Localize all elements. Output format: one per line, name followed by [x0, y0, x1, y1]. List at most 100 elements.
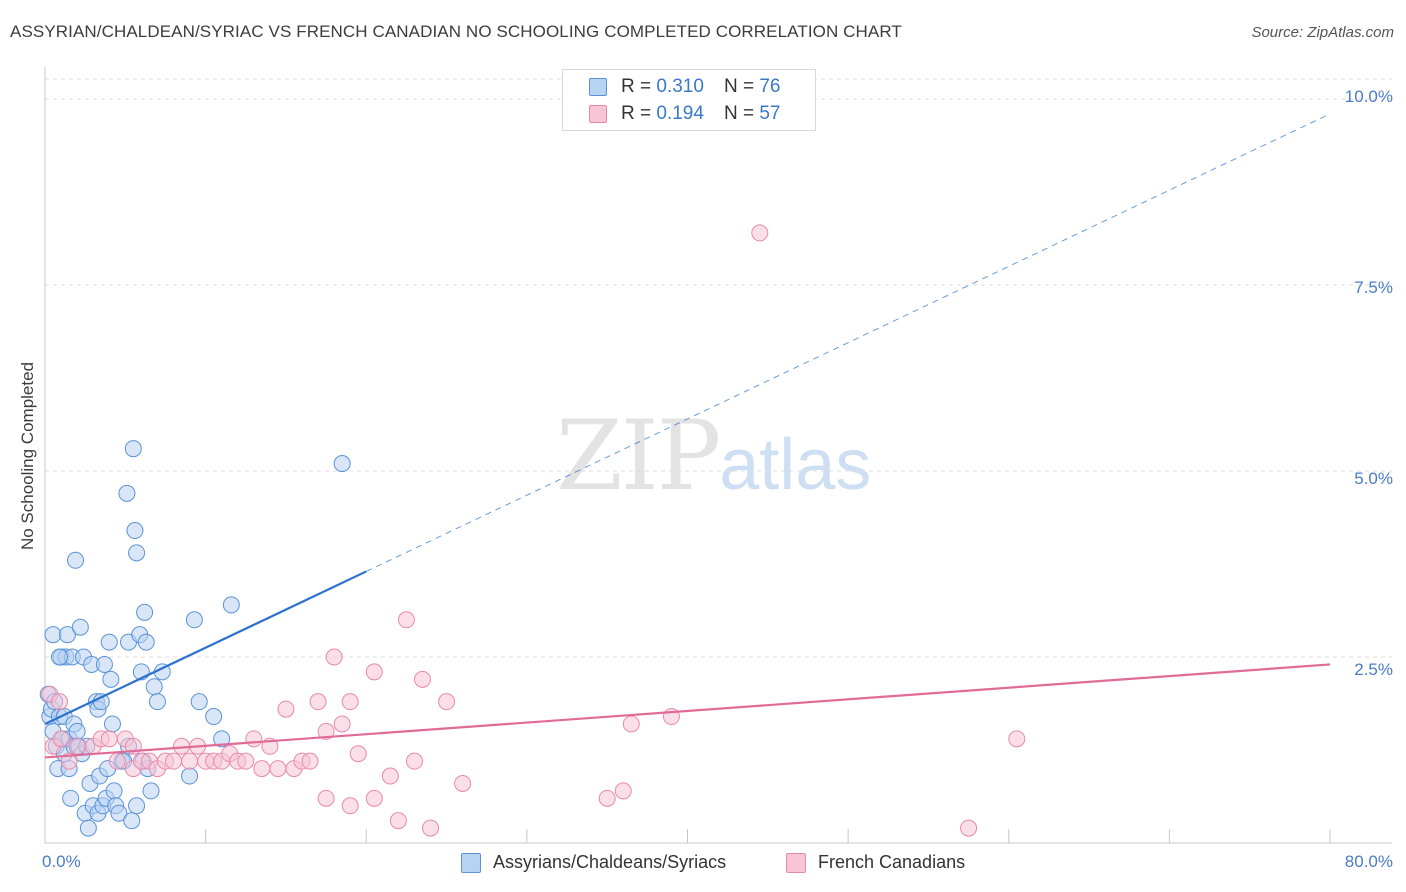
y-axis-title: No Schooling Completed — [18, 361, 37, 551]
assyrian-point — [181, 767, 199, 785]
pink-swatch — [786, 852, 806, 873]
assyrian-point — [67, 551, 85, 569]
x-tick-label: 0.0% — [42, 852, 81, 871]
assyrian-point — [124, 440, 142, 458]
r-label: R = — [621, 103, 652, 124]
legend-row-french-canadian: R = 0.194 N = 57 — [589, 101, 780, 127]
french-canadian-point — [438, 693, 456, 711]
assyrian-point — [103, 715, 121, 733]
french-canadian-point — [341, 797, 359, 815]
assyrian-trend-line — [44, 570, 367, 725]
assyrian-point — [92, 693, 110, 711]
french-canadian-point — [317, 789, 335, 807]
n-value: 76 — [759, 76, 781, 97]
r-value: 0.310 — [656, 76, 704, 97]
french-canadian-trend-line — [44, 663, 1331, 759]
assyrian-point — [102, 670, 120, 688]
french-canadian-point — [598, 789, 616, 807]
legend-row-assyrian: R = 0.310 N = 76 — [589, 74, 780, 100]
french-canadian-point — [277, 700, 295, 718]
source-label: Source: ZipAtlas.com — [1251, 24, 1394, 41]
n-label: N = — [723, 76, 755, 97]
assyrian-point — [185, 611, 203, 629]
series-legend-assyrian: Assyrians/Chaldeans/Syriacs — [461, 852, 726, 873]
n-label: N = — [723, 103, 755, 124]
french-canadian-point — [309, 693, 327, 711]
assyrian-point — [58, 626, 76, 644]
x-tick-label: 80.0% — [1344, 852, 1393, 871]
french-canadian-point — [181, 752, 199, 770]
french-canadian-point — [397, 611, 415, 629]
assyrian-point — [148, 693, 166, 711]
assyrian-point — [205, 708, 223, 726]
assyrian-point — [190, 693, 208, 711]
assyrian-point — [100, 633, 118, 651]
french-canadian-point — [1008, 730, 1026, 748]
assyrian-point — [128, 797, 146, 815]
french-canadian-point — [422, 819, 439, 837]
series-legend-label: French Canadians — [818, 852, 966, 872]
assyrian-point — [213, 730, 231, 748]
assyrian-point — [126, 522, 144, 540]
y-tick-label: 10.0% — [1344, 87, 1393, 106]
french-canadian-point — [68, 737, 86, 755]
french-canadian-point — [52, 730, 70, 748]
french-canadian-point — [333, 715, 351, 733]
french-canadian-point — [405, 752, 423, 770]
french-canadian-point — [614, 782, 632, 800]
assyrian-point — [142, 782, 160, 800]
french-canadian-point — [237, 752, 255, 770]
assyrian-point — [68, 722, 86, 740]
assyrian-point — [44, 626, 62, 644]
french-canadian-point — [100, 730, 118, 748]
y-tick-label: 5.0% — [1354, 469, 1393, 488]
french-canadian-point — [413, 670, 431, 688]
assyrian-trend-extension — [366, 113, 1331, 572]
french-canadian-point — [960, 819, 978, 837]
french-canadian-point — [751, 224, 769, 242]
assyrian-point — [128, 544, 146, 562]
french-canadian-point — [253, 760, 271, 778]
assyrian-point — [62, 789, 80, 807]
assyrian-point — [105, 782, 123, 800]
french-canadian-point — [381, 767, 399, 785]
french-canadian-point — [341, 693, 359, 711]
french-canadian-point — [622, 715, 640, 733]
assyrian-point — [95, 655, 113, 673]
assyrian-point — [136, 603, 154, 621]
assyrian-point — [137, 633, 155, 651]
french-canadian-point — [365, 663, 383, 681]
assyrian-point — [123, 812, 141, 830]
y-tick-label: 7.5% — [1354, 278, 1393, 297]
n-value: 57 — [759, 103, 781, 124]
assyrian-point — [118, 484, 136, 502]
french-canadian-point — [317, 722, 335, 740]
y-tick-label: 2.5% — [1354, 660, 1393, 679]
french-canadian-point — [60, 752, 78, 770]
french-canadian-point — [269, 760, 287, 778]
assyrian-point — [110, 804, 128, 822]
blue-swatch — [461, 852, 481, 873]
r-label: R = — [621, 76, 652, 97]
french-canadian-point — [165, 752, 182, 770]
french-canadian-point — [454, 774, 472, 792]
blue-swatch — [589, 78, 607, 96]
french-canadian-point — [301, 752, 319, 770]
french-canadian-point — [108, 752, 126, 770]
r-value: 0.194 — [656, 103, 704, 124]
pink-swatch — [589, 105, 607, 123]
assyrian-point — [333, 455, 351, 473]
french-canadian-point — [349, 745, 367, 763]
french-canadian-point — [365, 789, 383, 807]
assyrian-point — [50, 648, 68, 666]
french-canadian-point — [325, 648, 343, 666]
assyrian-point — [222, 596, 240, 614]
assyrian-point — [145, 678, 163, 696]
french-canadian-point — [50, 693, 68, 711]
correlation-legend: R = 0.310 N = 76 R = 0.194 N = 57 — [562, 69, 816, 131]
chart-title: ASSYRIAN/CHALDEAN/SYRIAC VS FRENCH CANAD… — [10, 22, 902, 41]
series-legend-label: Assyrians/Chaldeans/Syriacs — [493, 852, 727, 872]
french-canadian-point — [389, 812, 407, 830]
assyrian-point — [79, 819, 97, 837]
